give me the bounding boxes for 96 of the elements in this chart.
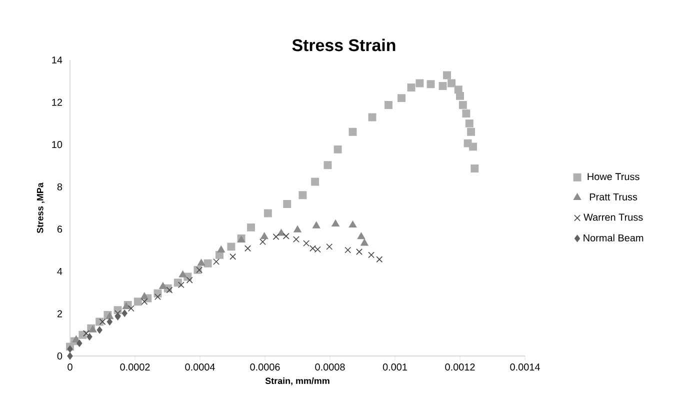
point	[368, 252, 374, 258]
x-tick-label: 0.0002	[120, 364, 150, 371]
point	[303, 240, 310, 247]
point	[426, 80, 435, 88]
x-tick-label: 0.0014	[510, 364, 540, 371]
point	[230, 253, 236, 260]
point	[213, 258, 220, 265]
point	[469, 142, 477, 151]
legend-label: Normal Beam	[584, 234, 644, 242]
point	[407, 84, 416, 92]
point	[122, 310, 128, 317]
point	[106, 318, 112, 326]
point	[348, 220, 357, 228]
point	[217, 246, 225, 252]
point	[283, 200, 292, 208]
point	[282, 232, 290, 240]
point	[465, 119, 474, 128]
point	[398, 94, 406, 102]
point	[456, 92, 464, 100]
y-tick-label: 0	[57, 352, 62, 360]
point	[140, 292, 148, 300]
point	[159, 282, 167, 290]
y-tick-label: 4	[57, 268, 62, 275]
point	[344, 246, 352, 254]
point	[114, 310, 121, 317]
legend-label: Howe Truss	[588, 173, 640, 180]
point	[76, 340, 82, 347]
point	[443, 71, 451, 80]
point	[334, 145, 342, 154]
point	[99, 318, 106, 325]
point	[458, 101, 467, 110]
point	[96, 326, 102, 334]
point	[186, 276, 193, 284]
point	[292, 236, 300, 243]
point	[83, 330, 90, 337]
point	[470, 164, 479, 172]
point	[298, 191, 307, 200]
point	[154, 294, 161, 300]
y-tick-label: 2	[57, 310, 62, 318]
point	[67, 352, 73, 360]
point	[197, 259, 206, 266]
point	[448, 79, 456, 88]
chart-title: Stress Strain	[292, 38, 396, 52]
x-tick-label: 0	[68, 364, 72, 371]
point	[134, 298, 142, 306]
point	[67, 345, 73, 353]
point	[264, 209, 272, 218]
point	[467, 128, 476, 136]
point	[312, 222, 320, 228]
point	[324, 161, 332, 170]
point	[462, 110, 470, 118]
point	[86, 333, 92, 340]
point	[178, 270, 187, 278]
point	[384, 101, 392, 110]
point	[368, 113, 376, 122]
x-tick-label: 0.0012	[445, 364, 475, 371]
legend-label: Warren Truss	[584, 214, 643, 221]
point	[114, 313, 121, 320]
point	[78, 330, 87, 339]
point	[294, 226, 302, 232]
x-tick-label: 0.001	[382, 364, 407, 371]
point	[178, 282, 184, 288]
point	[141, 298, 148, 305]
point	[376, 256, 383, 263]
x-tick-label: 0.0004	[185, 364, 215, 371]
y-tick-label: 6	[57, 226, 62, 233]
point	[272, 234, 280, 240]
point	[348, 128, 357, 136]
point	[196, 266, 203, 274]
y-tick-label: 8	[57, 183, 62, 190]
point	[227, 242, 236, 251]
point	[357, 232, 366, 240]
y-tick-label: 10	[52, 141, 62, 148]
point	[244, 245, 251, 252]
point	[260, 238, 266, 246]
point	[326, 243, 333, 250]
point	[356, 248, 362, 255]
point	[128, 305, 134, 312]
point	[416, 79, 424, 88]
point	[277, 228, 286, 236]
point	[204, 259, 212, 268]
point	[360, 238, 368, 246]
x-axis-title: Strain, mm/mm	[265, 377, 330, 386]
point	[174, 278, 182, 287]
y-tick-label: 14	[52, 56, 62, 64]
y-tick-label: 12	[52, 98, 62, 106]
point	[332, 220, 340, 226]
point	[260, 232, 268, 240]
point	[438, 82, 447, 90]
point	[247, 223, 256, 232]
x-tick-label: 0.0008	[315, 364, 345, 371]
point	[311, 178, 320, 186]
y-axis-title: Stress ,MPa	[36, 182, 45, 234]
x-tick-label: 0.0006	[250, 364, 280, 371]
legend-label: Pratt Truss	[590, 193, 638, 200]
point	[166, 286, 173, 294]
